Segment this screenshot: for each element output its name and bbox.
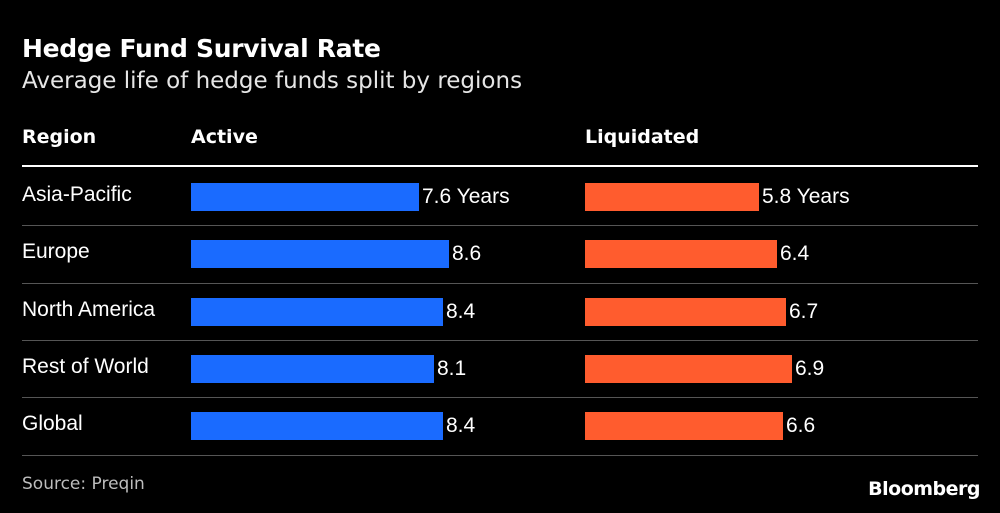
bar-active-global xyxy=(191,412,443,441)
column-header-liquidated: Liquidated xyxy=(585,126,700,148)
value-label-active-global: 8.4 xyxy=(446,414,476,438)
bar-active-asia-pacific xyxy=(191,183,419,211)
value-label-liquidated-asia-pacific: 5.8 Years xyxy=(762,185,850,208)
value-label-liquidated-rest-of-world: 6.9 xyxy=(795,356,825,380)
region-label-asia-pacific: Asia-Pacific xyxy=(22,183,132,206)
bar-active-north-america xyxy=(191,297,443,326)
bar-liquidated-north-america xyxy=(585,297,786,326)
region-label-europe: Europe xyxy=(22,240,90,264)
bar-liquidated-global xyxy=(585,412,783,441)
bar-liquidated-asia-pacific xyxy=(585,183,759,211)
value-label-liquidated-north-america: 6.7 xyxy=(789,299,819,323)
region-label-global: Global xyxy=(22,412,83,436)
source-note: Source: Preqin xyxy=(22,474,145,494)
column-header-region: Region xyxy=(22,126,97,148)
value-label-active-rest-of-world: 8.1 xyxy=(437,356,467,380)
bar-active-europe xyxy=(191,240,449,269)
row-divider xyxy=(22,339,978,341)
row-divider xyxy=(22,225,978,227)
value-label-active-asia-pacific: 7.6 Years xyxy=(422,185,510,208)
chart-title: Hedge Fund Survival Rate xyxy=(22,34,381,63)
chart-subtitle: Average life of hedge funds split by reg… xyxy=(22,68,523,94)
bar-liquidated-europe xyxy=(585,240,777,269)
value-label-liquidated-global: 6.6 xyxy=(786,414,816,438)
row-divider xyxy=(22,282,978,284)
row-divider xyxy=(22,454,978,456)
header-divider xyxy=(22,165,978,167)
row-divider xyxy=(22,397,978,399)
value-label-liquidated-europe: 6.4 xyxy=(780,242,810,266)
bar-liquidated-rest-of-world xyxy=(585,354,792,383)
region-label-rest-of-world: Rest of World xyxy=(22,354,149,378)
region-label-north-america: North America xyxy=(22,297,156,321)
bar-active-rest-of-world xyxy=(191,354,434,383)
column-header-active: Active xyxy=(191,126,258,148)
bloomberg-logo: Bloomberg xyxy=(868,478,980,500)
value-label-active-north-america: 8.4 xyxy=(446,299,476,323)
value-label-active-europe: 8.6 xyxy=(452,242,482,266)
